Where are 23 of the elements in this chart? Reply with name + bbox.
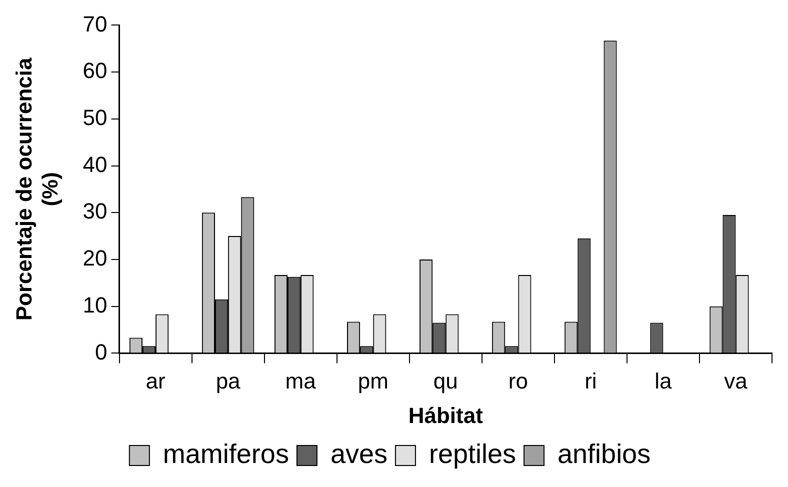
legend-label: anfibios [558,438,651,469]
x-tick-label: pm [358,368,388,394]
y-tick-label: 0 [95,339,108,364]
y-tick-label: 60 [82,58,108,84]
y-tick-label: 70 [82,11,108,36]
y-tick-label: 50 [82,104,108,130]
x-tick-label: ma [285,368,317,394]
legend-label: mamiferos [162,438,289,469]
legend-label: aves [330,438,388,469]
x-tick-label: qu [433,368,458,394]
y-tick-label: 10 [82,292,108,318]
y-tick-label: 30 [82,198,108,224]
legend-label: reptiles [428,438,516,469]
x-tick-label: pa [216,368,242,394]
x-tick-label: va [724,368,748,394]
y-axis-title: Porcentaje de ocurrencia (%) [11,57,63,321]
y-tick-label: 40 [82,152,108,177]
x-tick-label: la [654,368,673,394]
x-tick-label: ar [146,368,166,394]
x-tick-label: ro [508,368,528,394]
x-axis-title: Hábitat [408,402,484,428]
x-tick-label: ri [584,368,597,394]
y-tick-label: 20 [82,246,108,271]
